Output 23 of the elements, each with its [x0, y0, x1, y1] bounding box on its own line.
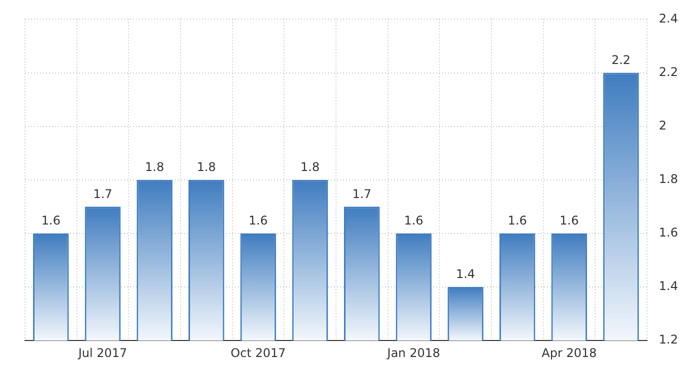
text: 1.6 — [658, 226, 678, 240]
data-label: 1.8 — [300, 160, 320, 174]
text: 1.8 — [658, 172, 678, 186]
data-label: 1.7 — [93, 186, 112, 201]
x-tick-label: Jan 2018 — [386, 346, 440, 360]
data-label: 1.4 — [456, 267, 476, 282]
data-label: 2.2 — [611, 52, 631, 67]
data-label: 1.6 — [560, 214, 579, 228]
text: 2.2 — [658, 64, 678, 79]
text: 2 — [658, 118, 667, 132]
x-tick-label: Apr 2018 — [542, 346, 597, 360]
x-tick-label: Jul 2017 — [77, 346, 128, 360]
data-label: 1.6 — [41, 214, 60, 228]
data-label: 1.8 — [145, 160, 164, 174]
data-label: 1.6 — [508, 214, 527, 228]
data-label: 1.6 — [248, 214, 268, 228]
data-label: 1.6 — [404, 214, 424, 228]
x-tick-label: Oct 2017 — [230, 346, 286, 360]
data-label: 1.8 — [196, 160, 216, 174]
data-label: 1.7 — [352, 186, 372, 201]
text: 1.2 — [658, 332, 678, 347]
text: 1.4 — [658, 279, 678, 294]
text: 2.4 — [658, 11, 678, 26]
